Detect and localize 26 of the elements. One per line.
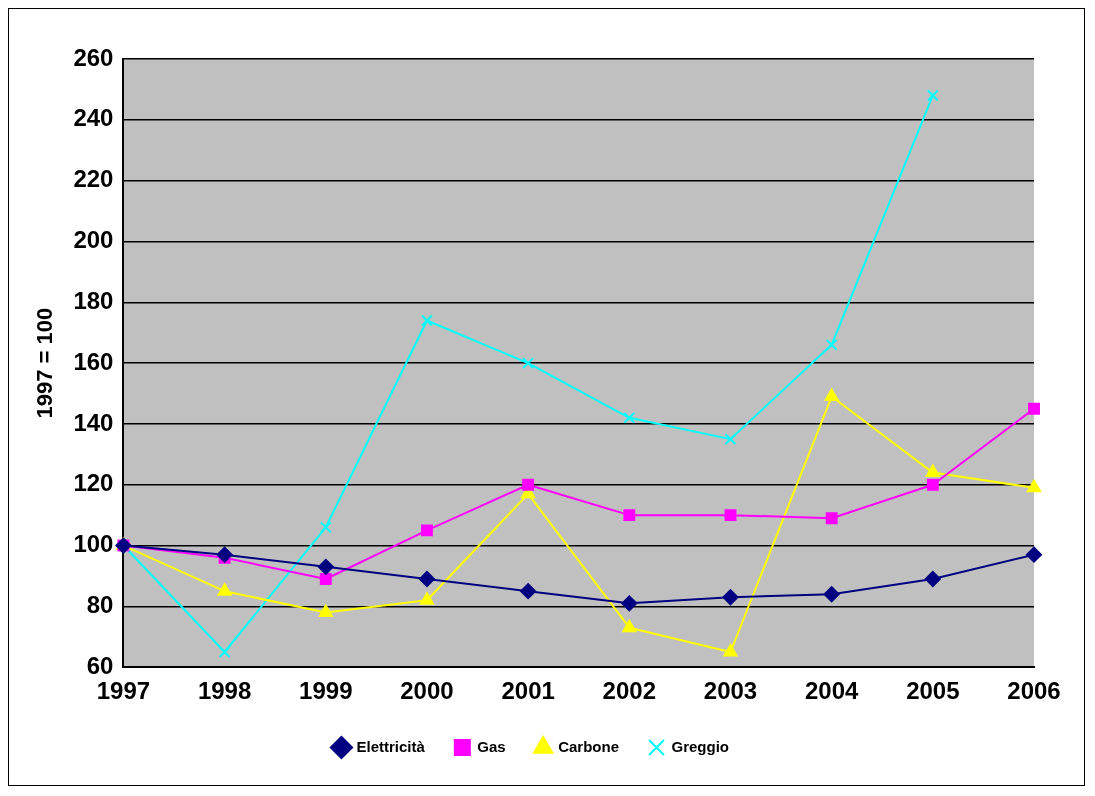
y-tick-label: 160 [73,347,114,375]
x-tick-label: 1997 [96,677,151,705]
x-tick-label: 2002 [602,677,656,705]
x-tick-label: 2006 [1007,677,1061,705]
y-tick-label: 100 [73,530,114,558]
y-tick-label: 60 [86,651,114,679]
legend-label: Elettricità [356,737,426,755]
x-tick-label: 2001 [501,677,555,705]
y-tick-label: 80 [86,591,114,619]
y-axis-title: 1997 = 100 [32,307,58,419]
y-tick-label: 220 [73,165,114,193]
y-tick-label: 260 [73,43,114,71]
y-tick-label: 120 [73,469,114,497]
x-tick-label: 1998 [197,677,252,705]
y-tick-label: 140 [73,408,114,436]
legend-label: Greggio [671,737,730,755]
legend-label: Gas [477,737,506,755]
x-tick-label: 2004 [804,677,859,705]
x-tick-label: 2005 [906,677,960,705]
y-tick-label: 180 [73,286,114,314]
x-tick-label: 2000 [400,677,454,705]
y-tick-label: 240 [73,104,114,132]
legend-label: Carbone [558,737,620,755]
x-tick-label: 1999 [299,677,353,705]
x-tick-label: 2003 [703,677,758,705]
y-tick-label: 200 [73,226,114,254]
